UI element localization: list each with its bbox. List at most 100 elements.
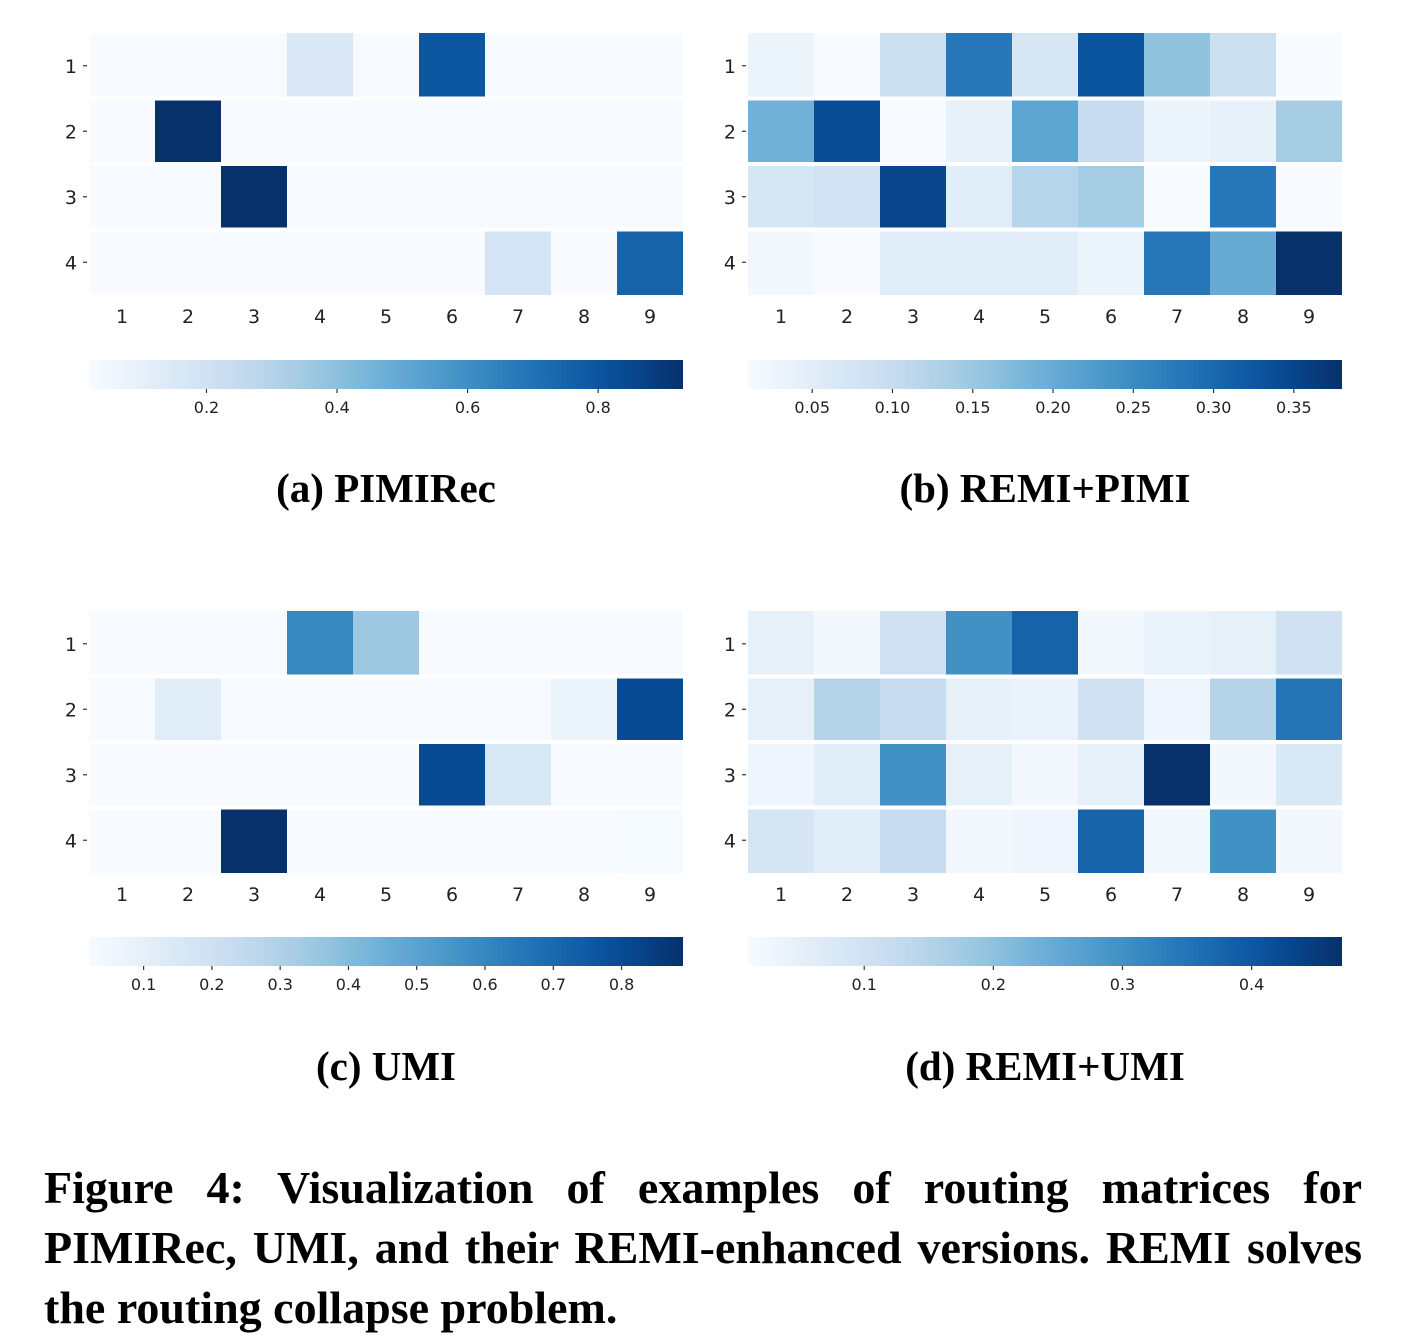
- colorbar-tick-label: 0.15: [955, 398, 991, 417]
- x-tick-label: 9: [644, 884, 656, 906]
- heatmap-cell: [221, 229, 287, 295]
- heatmap-cell: [1210, 742, 1276, 808]
- y-tick-label: 3: [65, 187, 77, 209]
- heatmap-cell: [221, 807, 287, 873]
- y-tick-label: 1: [65, 56, 77, 78]
- heatmap-cell: [748, 611, 814, 677]
- heatmap-cell: [1144, 164, 1210, 230]
- colorbar-tick-label: 0.20: [1035, 398, 1071, 417]
- heatmap-cell: [814, 611, 880, 677]
- x-tick-label: 5: [1039, 884, 1051, 906]
- heatmap-cell: [419, 807, 485, 873]
- colorbar-tick-label: 0.6: [472, 975, 497, 994]
- heatmap-cell: [221, 742, 287, 808]
- heatmap-cell: [551, 33, 617, 99]
- heatmap-cell: [1144, 33, 1210, 99]
- x-tick-label: 7: [1171, 306, 1183, 328]
- heatmap-cell: [1210, 807, 1276, 873]
- heatmap-cell: [814, 742, 880, 808]
- heatmap-cell: [1276, 676, 1342, 742]
- y-tick-label: 2: [65, 699, 77, 721]
- heatmap-cell: [814, 807, 880, 873]
- heatmap-cell: [1078, 98, 1144, 164]
- heatmap-cell: [1144, 98, 1210, 164]
- heatmap-cell: [946, 807, 1012, 873]
- y-tick-label: 2: [724, 699, 736, 721]
- row-separator: [89, 162, 683, 166]
- heatmap-cell: [287, 742, 353, 808]
- x-tick-label: 4: [973, 306, 985, 328]
- heatmap-cell: [1078, 742, 1144, 808]
- heatmap-cell: [748, 229, 814, 295]
- x-tick-label: 6: [446, 306, 458, 328]
- heatmap-cell: [551, 611, 617, 677]
- heatmap-cell: [353, 33, 419, 99]
- heatmap-cell: [89, 742, 155, 808]
- heatmap-cell: [221, 98, 287, 164]
- heatmap-cell: [419, 676, 485, 742]
- heatmap-cell: [1144, 676, 1210, 742]
- heatmap-cell: [1144, 807, 1210, 873]
- heatmap-cell: [946, 229, 1012, 295]
- y-tick-label: 1: [65, 634, 77, 656]
- heatmap-cell: [1012, 229, 1078, 295]
- row-separator: [748, 227, 1342, 232]
- colorbar-tick-label: 0.8: [609, 975, 634, 994]
- heatmap-cell: [880, 98, 946, 164]
- y-tick-label: 1: [724, 634, 736, 656]
- colorbar-tick-label: 0.1: [131, 975, 156, 994]
- heatmap-cell: [880, 807, 946, 873]
- heatmap-cell: [617, 229, 683, 295]
- x-tick-label: 4: [314, 884, 326, 906]
- heatmap-d: 1 2 3 4 1 2 3 4 5 6 7 8 9 0.1 0.2 0.3 0.4: [724, 611, 1342, 994]
- heatmap-cell: [1276, 807, 1342, 873]
- heatmap-cell: [1144, 229, 1210, 295]
- subcaption-a: (a) PIMIRec: [276, 465, 496, 511]
- heatmap-cell: [353, 229, 419, 295]
- subcaption-b: (b) REMI+PIMI: [899, 465, 1191, 511]
- heatmap-cell: [485, 807, 551, 873]
- x-tick-label: 5: [380, 306, 392, 328]
- colorbar-tick-label: 0.2: [981, 975, 1006, 994]
- y-tick-label: 4: [65, 252, 77, 274]
- heatmap-cell: [1210, 164, 1276, 230]
- x-tick-label: 9: [1303, 884, 1315, 906]
- y-tick-label: 1: [724, 56, 736, 78]
- row-separator: [748, 96, 1342, 101]
- heatmap-cell: [1078, 229, 1144, 295]
- heatmap-cell: [287, 611, 353, 677]
- heatmap-cell: [89, 98, 155, 164]
- heatmap-cell: [419, 98, 485, 164]
- heatmap-cell: [287, 229, 353, 295]
- heatmap-cell: [748, 164, 814, 230]
- heatmap-cell: [419, 611, 485, 677]
- x-tick-label: 9: [1303, 306, 1315, 328]
- x-tick-label: 8: [578, 884, 590, 906]
- heatmap-cell: [1210, 229, 1276, 295]
- heatmap-cell: [221, 676, 287, 742]
- heatmap-cell: [1012, 164, 1078, 230]
- heatmap-cell: [419, 33, 485, 99]
- heatmap-cell: [748, 676, 814, 742]
- heatmap-cell: [155, 164, 221, 230]
- heatmap-cell: [155, 611, 221, 677]
- heatmap-cell: [419, 229, 485, 295]
- heatmap-cell: [946, 676, 1012, 742]
- heatmap-cell: [155, 229, 221, 295]
- x-tick-label: 9: [644, 306, 656, 328]
- x-tick-label: 3: [248, 306, 260, 328]
- heatmap-cell: [155, 676, 221, 742]
- heatmap-cell: [551, 229, 617, 295]
- heatmap-cell: [1276, 98, 1342, 164]
- heatmap-c: 1 2 3 4 1 2 3 4 5 6 7 8 9 0.1 0.2 0.3 0.4 0.5 0.6 0.7 0.8: [65, 611, 683, 994]
- heatmap-cell: [221, 611, 287, 677]
- x-tick-label: 2: [182, 884, 194, 906]
- heatmap-cell: [485, 98, 551, 164]
- heatmap-cell: [287, 164, 353, 230]
- heatmap-cell: [814, 98, 880, 164]
- y-tick-label: 2: [724, 121, 736, 143]
- heatmap-cell: [89, 229, 155, 295]
- heatmap-cell: [946, 98, 1012, 164]
- heatmap-cell: [1276, 33, 1342, 99]
- heatmap-cell: [353, 164, 419, 230]
